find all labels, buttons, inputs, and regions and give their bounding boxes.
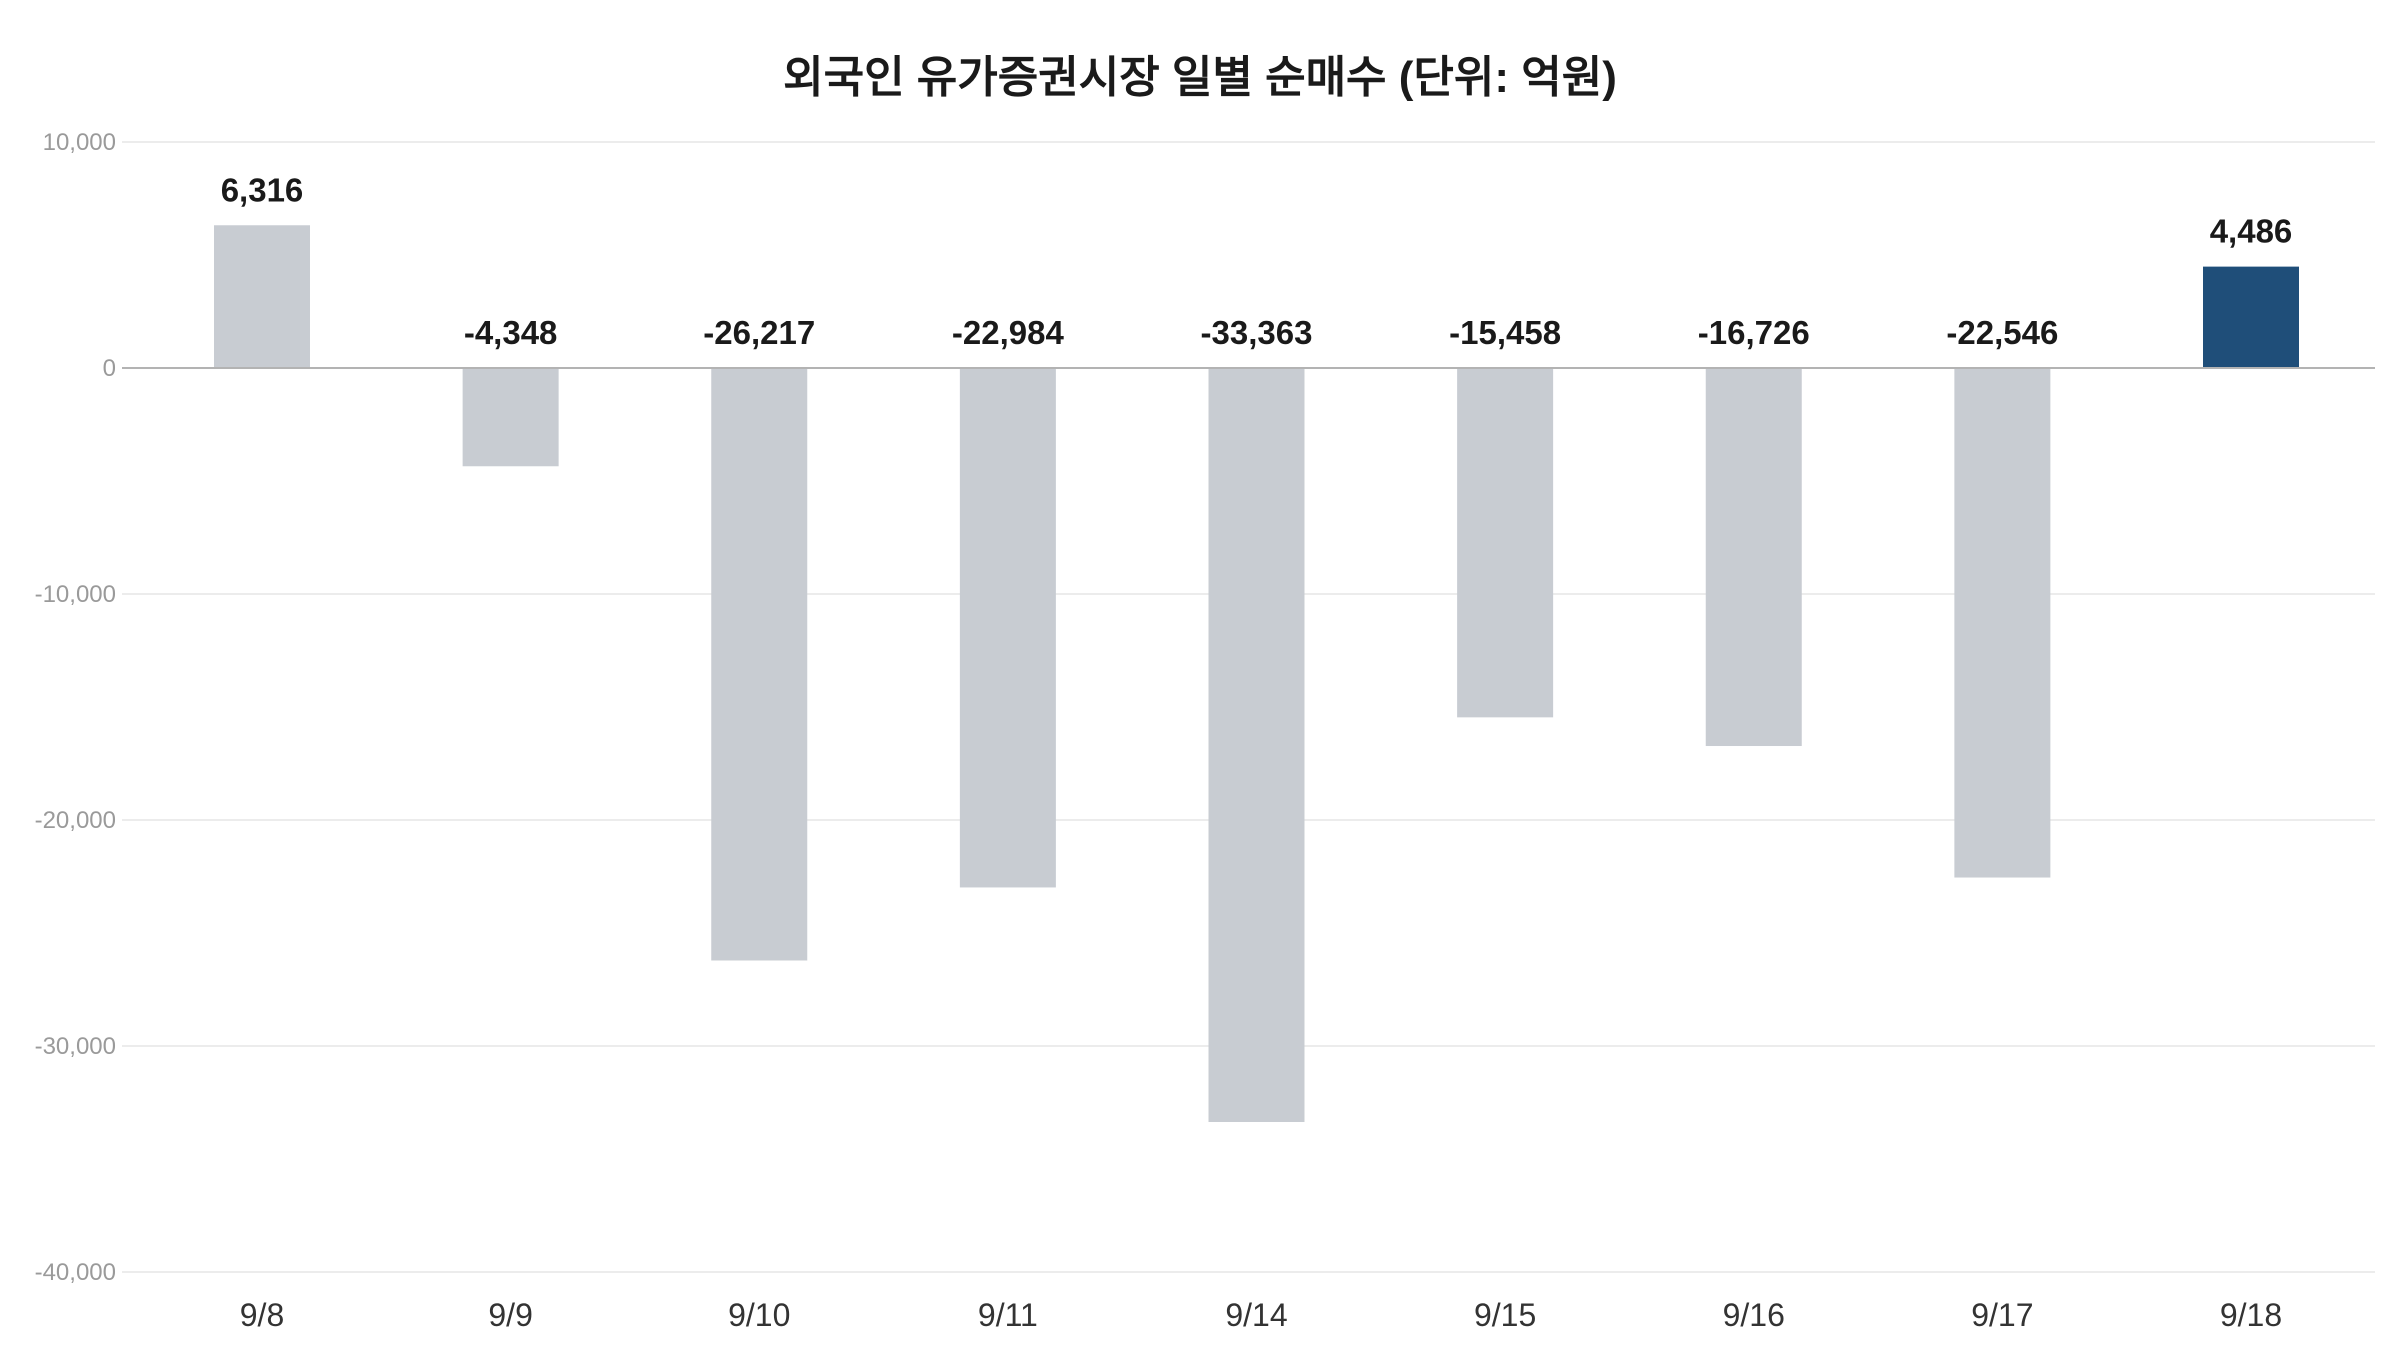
data-label: -15,458 [1449, 314, 1561, 351]
bar [1457, 368, 1554, 718]
data-label: -16,726 [1698, 314, 1810, 351]
x-tick-label: 9/8 [240, 1297, 284, 1333]
bar [1954, 368, 2051, 878]
chart-title: 외국인 유가증권시장 일별 순매수 (단위: 억원) [783, 53, 1617, 102]
bar [214, 225, 310, 368]
y-tick-label: 10,000 [43, 129, 116, 156]
bar [1208, 368, 1305, 1123]
data-label: -4,348 [464, 314, 558, 351]
x-tick-label: 9/9 [488, 1297, 532, 1333]
x-axis: 9/8 9/9 9/10 9/11 9/14 9/15 9/16 9/17 9/18 [240, 1297, 2282, 1333]
bar [711, 368, 808, 961]
y-tick-label: -30,000 [35, 1033, 116, 1060]
data-label: 4,486 [2210, 213, 2293, 250]
x-tick-label: 9/16 [1723, 1297, 1785, 1333]
data-label: 6,316 [221, 171, 304, 208]
bar [2203, 266, 2299, 368]
y-tick-label: -40,000 [35, 1259, 116, 1286]
data-label: -26,217 [703, 314, 815, 351]
data-label: -33,363 [1201, 314, 1313, 351]
y-tick-label: -20,000 [35, 807, 116, 834]
x-tick-label: 9/18 [2220, 1297, 2282, 1333]
y-tick-label: 0 [103, 355, 116, 382]
x-tick-label: 9/11 [978, 1297, 1038, 1333]
bar [1705, 368, 1802, 747]
x-tick-label: 9/14 [1225, 1297, 1287, 1333]
data-label: -22,984 [952, 314, 1065, 351]
x-tick-label: 9/17 [1971, 1297, 2033, 1333]
y-axis: 10,000 0 -10,000 -20,000 -30,000 -40,000 [35, 129, 116, 1286]
bar [959, 368, 1056, 888]
x-tick-label: 9/15 [1474, 1297, 1536, 1333]
bars [214, 225, 2299, 1123]
x-tick-label: 9/10 [728, 1297, 790, 1333]
y-tick-label: -10,000 [35, 581, 116, 608]
bar [462, 368, 559, 467]
data-labels: 6,316 -4,348 -26,217 -22,984 -33,363 -15,458 -… [221, 171, 2293, 351]
data-label: -22,546 [1946, 314, 2058, 351]
